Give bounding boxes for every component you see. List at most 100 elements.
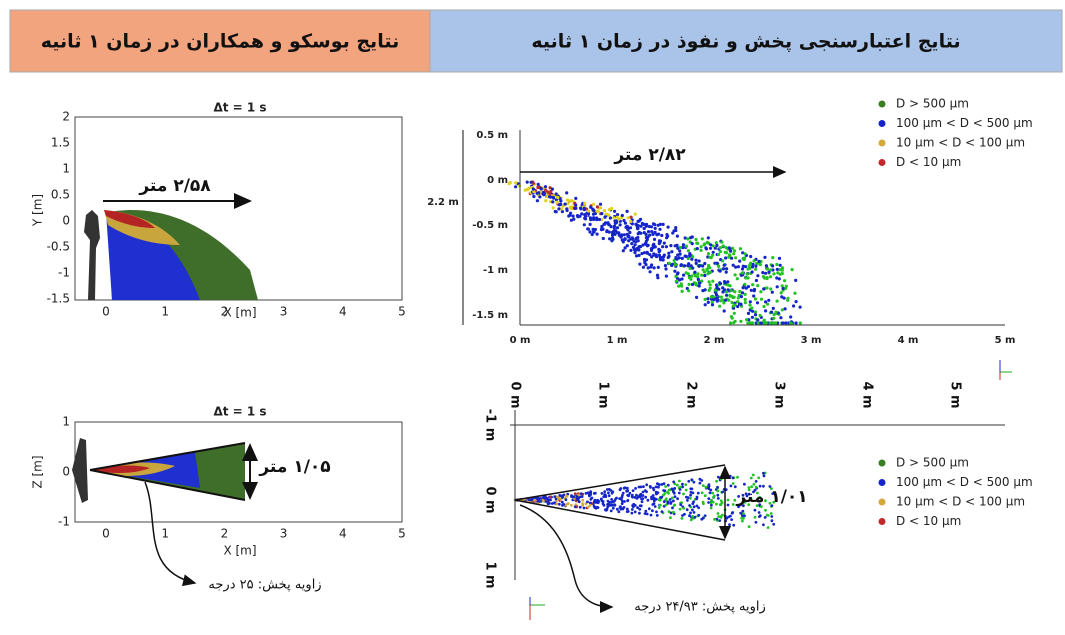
y-tick-label: 2 bbox=[62, 110, 70, 124]
droplet bbox=[682, 507, 685, 510]
droplet bbox=[725, 267, 728, 270]
droplet bbox=[771, 519, 774, 522]
height-label: 2.2 m bbox=[427, 197, 459, 208]
droplet bbox=[537, 500, 540, 503]
droplet bbox=[744, 252, 747, 255]
droplet bbox=[636, 497, 639, 500]
droplet bbox=[717, 490, 720, 493]
droplet bbox=[707, 264, 710, 267]
droplet bbox=[799, 306, 802, 309]
droplet bbox=[654, 227, 657, 230]
droplet bbox=[734, 266, 737, 269]
droplet bbox=[623, 487, 626, 490]
x-tick-label: 5 m bbox=[995, 335, 1016, 346]
droplet bbox=[709, 491, 712, 494]
droplet bbox=[531, 498, 534, 501]
droplet bbox=[747, 285, 750, 288]
droplet bbox=[748, 525, 751, 528]
droplet bbox=[578, 500, 581, 503]
droplet bbox=[663, 242, 666, 245]
droplet bbox=[749, 255, 752, 258]
droplet bbox=[569, 206, 572, 209]
droplet bbox=[613, 210, 616, 213]
droplet bbox=[639, 232, 642, 235]
droplet bbox=[710, 499, 713, 502]
figure: نتایج بوسکو و همکاران در زمان ۱ ثانیه نت… bbox=[0, 0, 1065, 635]
droplet bbox=[707, 252, 710, 255]
droplet bbox=[732, 482, 735, 485]
droplet bbox=[754, 516, 757, 519]
droplet bbox=[567, 214, 570, 217]
droplet bbox=[581, 495, 584, 498]
droplet bbox=[724, 251, 727, 254]
droplet bbox=[754, 265, 757, 268]
droplet bbox=[588, 495, 591, 498]
droplet bbox=[690, 519, 693, 522]
droplet bbox=[721, 491, 724, 494]
droplet bbox=[629, 220, 632, 223]
droplet bbox=[763, 475, 766, 478]
droplet bbox=[741, 520, 744, 523]
droplet bbox=[748, 267, 751, 270]
droplet bbox=[691, 488, 694, 491]
droplet bbox=[659, 504, 662, 507]
legend-label: 10 μm < D < 100 μm bbox=[896, 495, 1025, 509]
droplet bbox=[672, 489, 675, 492]
droplet bbox=[586, 501, 589, 504]
droplet bbox=[603, 490, 606, 493]
droplet bbox=[691, 235, 694, 238]
droplet bbox=[562, 503, 565, 506]
droplet bbox=[532, 195, 535, 198]
y-tick-label: -0.5 m bbox=[472, 220, 508, 231]
droplet bbox=[703, 274, 706, 277]
droplet bbox=[754, 297, 757, 300]
droplet bbox=[676, 253, 679, 256]
droplet bbox=[710, 295, 713, 298]
droplet bbox=[776, 285, 779, 288]
droplet bbox=[595, 210, 598, 213]
droplet bbox=[781, 321, 784, 324]
droplet bbox=[684, 483, 687, 486]
droplet bbox=[731, 512, 734, 515]
droplet bbox=[792, 304, 795, 307]
droplet bbox=[589, 490, 592, 493]
droplet bbox=[697, 514, 700, 517]
droplet bbox=[670, 501, 673, 504]
droplet bbox=[743, 483, 746, 486]
droplet bbox=[716, 486, 719, 489]
droplet bbox=[754, 268, 757, 271]
droplet bbox=[733, 249, 736, 252]
droplet bbox=[659, 258, 662, 261]
droplet bbox=[693, 271, 696, 274]
droplet bbox=[537, 183, 540, 186]
droplet bbox=[751, 270, 754, 273]
droplet bbox=[679, 264, 682, 267]
x-tick-label: 5 m bbox=[948, 381, 963, 408]
droplet bbox=[548, 195, 551, 198]
droplet bbox=[720, 478, 723, 481]
droplet bbox=[627, 216, 630, 219]
droplet bbox=[574, 207, 577, 210]
droplet bbox=[688, 283, 691, 286]
droplet bbox=[657, 266, 660, 269]
droplet bbox=[708, 256, 711, 259]
droplet bbox=[664, 267, 667, 270]
droplet bbox=[783, 279, 786, 282]
droplet bbox=[764, 272, 767, 275]
droplet bbox=[744, 276, 747, 279]
droplet bbox=[570, 219, 573, 222]
axis-triad bbox=[530, 597, 545, 620]
droplet bbox=[764, 309, 767, 312]
droplet bbox=[623, 233, 626, 236]
droplet bbox=[667, 256, 670, 259]
droplet bbox=[730, 301, 733, 304]
droplet bbox=[583, 223, 586, 226]
header-title: نتایج اعتبارسنجی پخش و نفوذ در زمان ۱ ثا… bbox=[531, 31, 960, 53]
droplet bbox=[580, 212, 583, 215]
droplet bbox=[613, 500, 616, 503]
human-silhouette bbox=[72, 438, 88, 503]
droplet bbox=[713, 495, 716, 498]
droplet bbox=[647, 266, 650, 269]
droplet bbox=[783, 297, 786, 300]
droplet bbox=[710, 504, 713, 507]
